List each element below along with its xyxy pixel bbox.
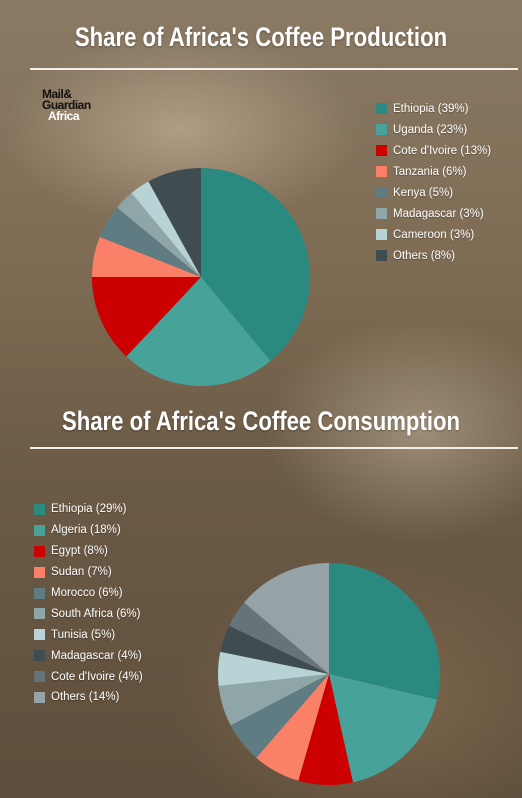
legend-label: Ethiopia (29%) <box>51 503 127 516</box>
production-slice-kenya <box>99 207 201 277</box>
legend-swatch <box>376 229 387 240</box>
legend-label: Madagascar (4%) <box>51 649 142 662</box>
consumption-legend-item-egypt: Egypt (8%) <box>34 541 143 562</box>
consumption-slice-morocco <box>230 674 329 758</box>
legend-swatch <box>376 145 387 156</box>
production-legend-item-kenya: Kenya (5%) <box>376 182 491 203</box>
production-legend-item-cote-d-ivoire: Cote d'Ivoire (13%) <box>376 140 491 161</box>
legend-label: Egypt (8%) <box>51 545 108 558</box>
consumption-legend: Ethiopia (29%) Algeria (18%) Egypt (8%) Sud… <box>34 499 143 708</box>
mail-guardian-africa-logo: Mail& Guardian Africa <box>42 87 102 123</box>
legend-swatch <box>376 187 387 198</box>
legend-swatch <box>376 103 387 114</box>
consumption-slice-others <box>244 563 329 674</box>
legend-swatch <box>34 545 45 557</box>
consumption-slice-cote-d-ivoire <box>229 602 329 674</box>
consumption-legend-item-algeria: Algeria (18%) <box>34 520 143 541</box>
legend-label: Others (8%) <box>393 249 455 262</box>
consumption-legend-item-tunisia: Tunisia (5%) <box>34 624 143 645</box>
legend-label: Morocco (6%) <box>51 587 123 599</box>
consumption-slice-egypt <box>298 674 353 785</box>
legend-label: Tunisia (5%) <box>51 628 116 641</box>
consumption-pie-chart <box>218 563 440 785</box>
consumption-legend-item-south-africa: South Africa (6%) <box>34 603 143 624</box>
legend-swatch <box>34 629 45 641</box>
legend-swatch <box>376 208 387 219</box>
production-chart-title: Share of Africa's Coffee Production <box>74 22 448 52</box>
legend-label: South Africa (6%) <box>51 607 141 620</box>
production-legend-item-ethiopia: Ethiopia (39%) <box>376 98 491 119</box>
legend-label: Cameroon (3%) <box>393 228 475 241</box>
production-legend: Ethiopia (39%) Uganda (23%) Cote d'Ivoire … <box>376 98 491 266</box>
title-divider <box>30 447 518 449</box>
legend-swatch <box>34 566 45 578</box>
legend-label: Kenya (5%) <box>393 186 454 199</box>
consumption-chart-title: Share of Africa's Coffee Consumption <box>61 406 461 436</box>
production-slice-madagascar <box>117 193 201 277</box>
logo-line-3: Africa <box>48 109 80 123</box>
legend-swatch <box>376 124 387 135</box>
consumption-slice-tunisia <box>218 651 329 687</box>
title-divider <box>30 68 518 70</box>
legend-label: Algeria (18%) <box>51 524 121 537</box>
legend-label: Others (14%) <box>51 691 120 704</box>
production-legend-item-madagascar: Madagascar (3%) <box>376 203 491 224</box>
production-slice-others <box>148 168 201 277</box>
consumption-slice-madagascar <box>220 625 329 674</box>
production-slice-tanzania <box>92 236 201 277</box>
legend-swatch <box>34 587 45 599</box>
consumption-slice-algeria <box>329 674 437 783</box>
legend-label: Uganda (23%) <box>393 123 468 136</box>
legend-label: Tanzania (6%) <box>393 165 467 178</box>
production-slice-uganda <box>126 277 271 386</box>
legend-label: Sudan (7%) <box>51 566 112 579</box>
consumption-legend-item-madagascar: Madagascar (4%) <box>34 645 143 666</box>
production-legend-item-tanzania: Tanzania (6%) <box>376 161 491 182</box>
consumption-legend-item-cote-d-ivoire: Cote d'Ivoire (4%) <box>34 666 143 687</box>
consumption-legend-item-others: Others (14%) <box>34 687 143 708</box>
production-slice-cote-d-ivoire <box>92 277 201 357</box>
consumption-legend-item-ethiopia: Ethiopia (29%) <box>34 499 143 520</box>
legend-swatch <box>34 503 45 515</box>
consumption-slice-ethiopia <box>329 563 440 700</box>
legend-swatch <box>34 691 45 703</box>
legend-swatch <box>34 608 45 620</box>
legend-swatch <box>34 650 45 662</box>
production-legend-item-cameroon: Cameroon (3%) <box>376 224 491 245</box>
consumption-legend-item-sudan: Sudan (7%) <box>34 562 143 583</box>
legend-label: Madagascar (3%) <box>393 207 484 220</box>
legend-swatch <box>376 166 387 177</box>
consumption-slice-sudan <box>256 674 329 781</box>
consumption-slice-south-africa <box>218 674 329 726</box>
production-pie-chart <box>92 168 310 386</box>
consumption-legend-item-morocco: Morocco (6%) <box>34 583 143 604</box>
logo-line-1: Mail& <box>42 87 72 101</box>
legend-label: Ethiopia (39%) <box>393 102 469 115</box>
production-slice-cameroon <box>131 181 201 277</box>
production-legend-item-others: Others (8%) <box>376 245 491 266</box>
legend-swatch <box>34 671 45 683</box>
legend-swatch <box>376 250 387 261</box>
legend-swatch <box>34 524 45 536</box>
production-slice-ethiopia <box>201 168 310 361</box>
logo-line-2: Guardian <box>42 98 91 112</box>
legend-label: Cote d'Ivoire (13%) <box>393 144 492 157</box>
legend-label: Cote d'Ivoire (4%) <box>51 670 143 683</box>
production-legend-item-uganda: Uganda (23%) <box>376 119 491 140</box>
